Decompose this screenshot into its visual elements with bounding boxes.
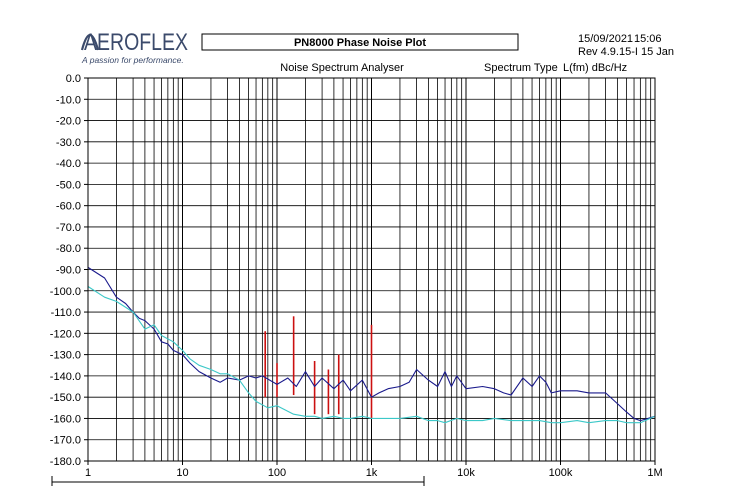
y-tick-label: -150.0 <box>50 392 81 404</box>
plot-title: PN8000 Phase Noise Plot <box>294 37 426 49</box>
y-tick-label: -50.0 <box>56 179 81 191</box>
spectrum-type-value: L(fm) dBc/Hz <box>563 62 627 74</box>
y-tick-label: 0.0 <box>66 73 81 85</box>
x-tick-label: 100k <box>549 467 573 479</box>
spectrum-type-label: Spectrum Type <box>484 62 558 74</box>
x-tick-label: 1 <box>85 467 91 479</box>
y-tick-label: -90.0 <box>56 265 81 277</box>
y-tick-label: -40.0 <box>56 158 81 170</box>
brand-tagline: A passion for performance. <box>81 55 184 65</box>
x-tick-label: 10k <box>457 467 475 479</box>
title-box <box>201 33 519 51</box>
aeroflex-logo: AEROFLEX A passion for performance. <box>80 29 188 65</box>
x-tick-label: 10 <box>176 467 188 479</box>
y-tick-label: -120.0 <box>50 328 81 340</box>
logo-arc-icon <box>80 33 100 51</box>
y-tick-label: -110.0 <box>51 307 81 319</box>
y-tick-label: -20.0 <box>56 116 81 128</box>
y-tick-label: -70.0 <box>56 222 81 234</box>
spur-lines <box>264 316 373 419</box>
y-tick-label: -170.0 <box>50 435 81 447</box>
noise-traces <box>87 266 656 424</box>
x-tick-label: 1k <box>366 467 378 479</box>
y-tick-label: -80.0 <box>56 243 81 255</box>
date-label: 15/09/2021 <box>578 33 633 45</box>
noise-trace-1 <box>87 266 656 422</box>
plot-frame <box>87 77 656 462</box>
y-tick-label: -140.0 <box>50 371 81 383</box>
revision-label: Rev 4.9.15-I 15 Jan <box>578 46 674 58</box>
y-axis-ticks: 0.0 -10.0 -20.0 -30.0 -40.0 -50.0 -60.0 -70.0 -8… <box>50 73 88 468</box>
brand-name: AEROFLEX <box>84 29 188 56</box>
x-tick-label: 100 <box>268 467 286 479</box>
y-tick-label: -30.0 <box>56 137 81 149</box>
y-tick-label: -160.0 <box>50 413 81 425</box>
y-tick-label: -60.0 <box>56 201 81 213</box>
time-label: 15:06 <box>634 33 662 45</box>
y-tick-label: -180.0 <box>50 456 81 468</box>
x-tick-label: 1M <box>647 467 662 479</box>
y-tick-label: -10.0 <box>56 94 81 106</box>
noise-trace-2 <box>87 286 656 424</box>
x-axis-ticks: 1 10 100 1k 10k 100k 1M <box>85 461 663 479</box>
y-tick-label: -100.0 <box>50 286 81 298</box>
analyser-label: Noise Spectrum Analyser <box>280 62 404 74</box>
y-tick-label: -130.0 <box>50 350 81 362</box>
